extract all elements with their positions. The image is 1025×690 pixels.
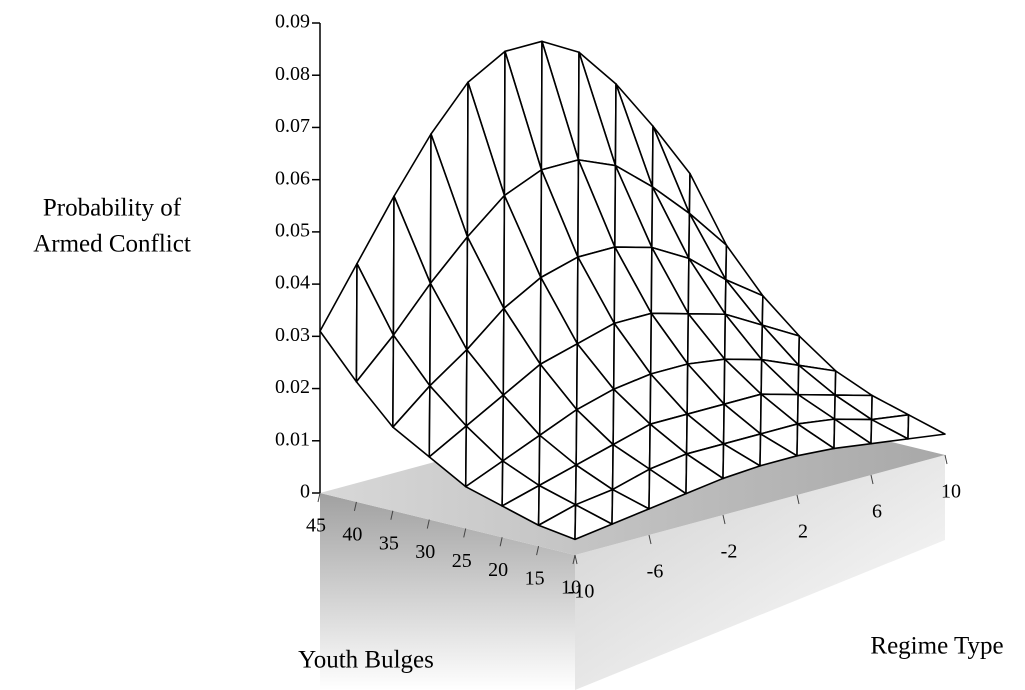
z-tick-label: 0.01 (275, 428, 310, 450)
z-tick-label: 0.02 (275, 376, 310, 398)
y-tick (390, 510, 394, 520)
x-tick (648, 534, 652, 545)
surface-facet (833, 418, 872, 450)
z-tick-label: 0.09 (275, 11, 310, 33)
base-side-right (575, 455, 945, 690)
z-axis-title: Probability of (43, 195, 182, 222)
x-tick (870, 474, 874, 485)
surface-facet (319, 262, 358, 383)
surface-facet (722, 443, 761, 480)
surface-facet (834, 370, 873, 397)
y-tick (499, 537, 503, 547)
y-tick-label: 35 (379, 532, 399, 554)
z-tick-label: 0 (300, 481, 310, 503)
y-tick-label: 10 (561, 577, 581, 599)
axes: 0 0.01 0.02 0.03 0.04 0.05 0.06 0.07 0.08 0.09 10 1… (275, 11, 961, 603)
y-tick-label: 15 (525, 568, 545, 590)
x-tick-label: 2 (798, 521, 808, 543)
z-tick-label: 0.03 (275, 324, 310, 346)
surface-facet (648, 468, 687, 510)
x-tick (944, 454, 948, 465)
y-tick-label: 25 (452, 550, 472, 572)
y-tick (572, 554, 576, 565)
y-tick-label: 20 (488, 559, 508, 581)
y-axis-title: Youth Bulges (298, 647, 434, 674)
y-tick-label: 45 (306, 515, 326, 537)
y-tick (317, 492, 321, 503)
y-tick (536, 546, 540, 556)
y-tick-label: 30 (415, 541, 435, 563)
x-tick (722, 514, 726, 525)
base-side-left (320, 493, 575, 690)
surface-facet (611, 488, 650, 525)
x-tick (796, 494, 800, 505)
x-tick-label: -6 (647, 561, 664, 583)
z-tick-label: 0.07 (275, 115, 310, 137)
z-axis-title: Armed Conflict (33, 231, 191, 258)
surface-facet (759, 433, 798, 467)
surface-facet (796, 423, 835, 457)
z-tick-label: 0.05 (275, 219, 310, 241)
x-tick-label: -2 (721, 541, 738, 563)
surface-facet (685, 453, 724, 495)
z-tick-label: 0.08 (275, 63, 310, 85)
x-axis-title: Regime Type (870, 633, 1003, 660)
y-tick (353, 501, 357, 511)
x-tick-label: 6 (872, 501, 882, 523)
y-tick-label: 40 (342, 523, 362, 545)
y-tick (426, 519, 430, 529)
z-tick-label: 0.04 (275, 272, 310, 294)
x-tick-label: 10 (941, 481, 961, 503)
surface (319, 40, 946, 541)
x-tick (574, 554, 578, 565)
surface-facet (907, 414, 946, 440)
z-tick-label: 0.06 (275, 167, 310, 189)
y-tick (463, 528, 467, 538)
surface-facet (870, 418, 909, 445)
surface-facet (574, 504, 613, 541)
x-tick-label: -10 (568, 581, 595, 603)
